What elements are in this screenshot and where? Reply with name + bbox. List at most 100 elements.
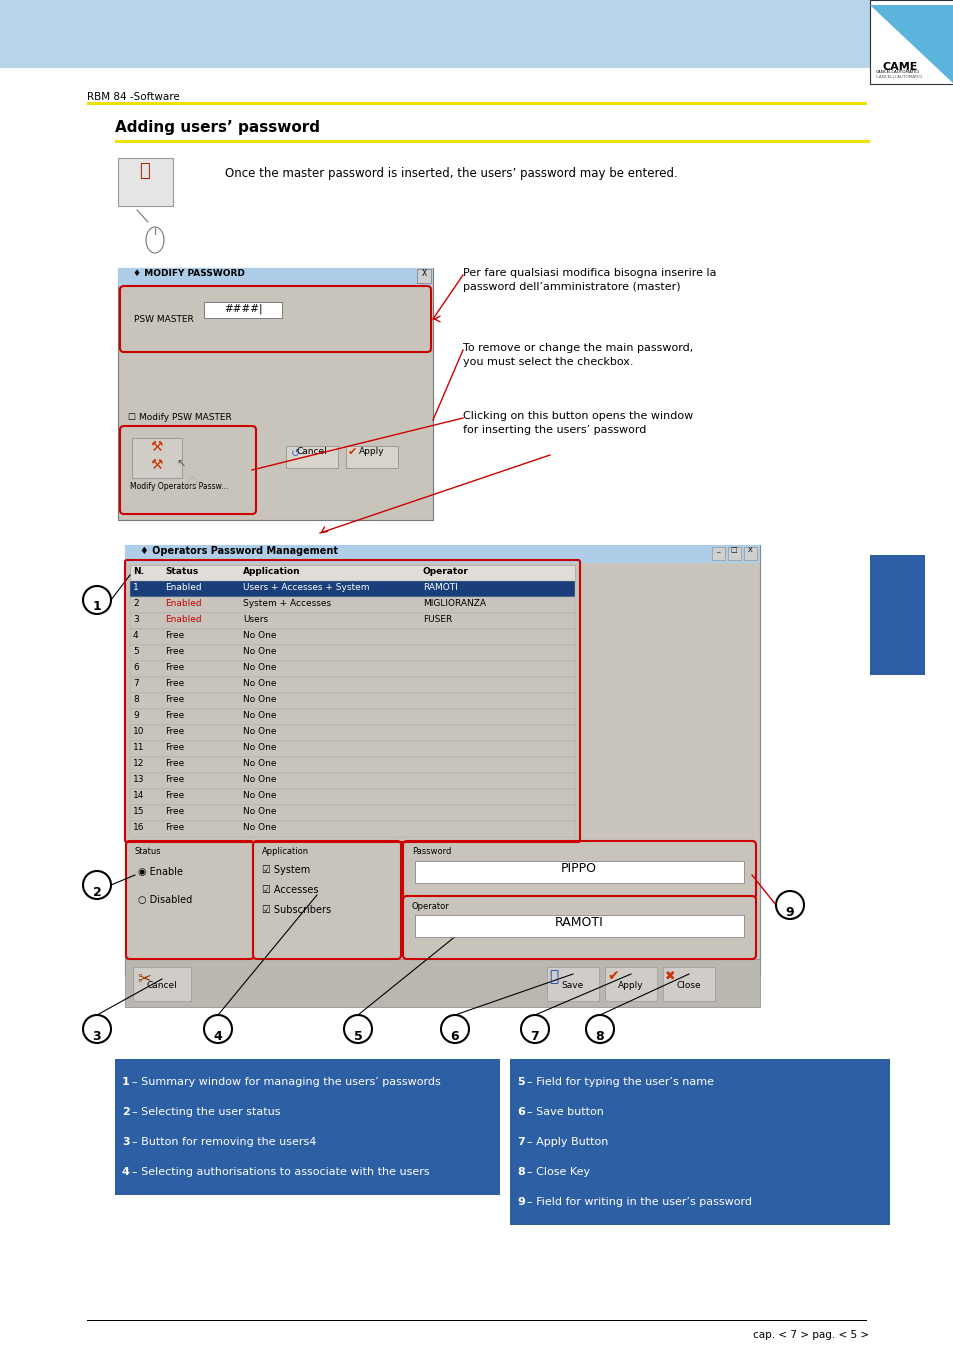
Text: Apply: Apply — [359, 447, 384, 457]
Bar — [87, 101, 866, 105]
Text: 15: 15 — [132, 807, 144, 816]
Text: Free: Free — [165, 759, 184, 767]
Text: Status: Status — [165, 567, 198, 576]
Text: ☐ Modify PSW MASTER: ☐ Modify PSW MASTER — [128, 413, 232, 422]
Text: cap. < 7 > pag. < 5 >: cap. < 7 > pag. < 5 > — [752, 1329, 868, 1340]
Text: Users: Users — [243, 615, 268, 624]
Circle shape — [83, 586, 111, 613]
FancyBboxPatch shape — [120, 286, 431, 353]
Bar — [130, 773, 575, 789]
Text: No One: No One — [243, 743, 276, 753]
Text: Free: Free — [165, 727, 184, 736]
Text: ☑ System: ☑ System — [262, 865, 310, 875]
Text: 2: 2 — [92, 885, 101, 898]
Bar — [415, 915, 743, 938]
Text: 4: 4 — [213, 1029, 222, 1043]
Bar — [118, 267, 433, 520]
Circle shape — [344, 1015, 372, 1043]
Text: 3: 3 — [132, 615, 138, 624]
Bar — [130, 581, 575, 597]
Bar — [286, 446, 337, 467]
Text: you must select the checkbox.: you must select the checkbox. — [462, 357, 633, 367]
Bar — [115, 1059, 499, 1196]
Bar — [604, 967, 657, 1001]
Text: – Save button: – Save button — [526, 1106, 603, 1117]
Text: CANCELLAUTOMATICI: CANCELLAUTOMATICI — [875, 70, 919, 74]
Bar — [415, 861, 743, 884]
Bar — [130, 757, 575, 773]
Text: No One: No One — [243, 647, 276, 657]
Text: 7: 7 — [517, 1138, 524, 1147]
Text: 5: 5 — [517, 1077, 524, 1088]
Text: 1: 1 — [122, 1077, 130, 1088]
Text: Free: Free — [165, 743, 184, 753]
Bar — [130, 565, 575, 581]
Text: 8: 8 — [132, 694, 138, 704]
Bar — [204, 303, 282, 317]
Text: CANCELLI AUTOMATICI: CANCELLI AUTOMATICI — [875, 76, 922, 78]
Bar — [130, 630, 575, 644]
Text: FUSER: FUSER — [422, 615, 452, 624]
Text: □: □ — [730, 547, 737, 553]
Bar — [130, 693, 575, 709]
Bar — [118, 267, 433, 286]
Text: Free: Free — [165, 807, 184, 816]
FancyBboxPatch shape — [402, 896, 755, 959]
Text: – Apply Button: – Apply Button — [526, 1138, 608, 1147]
Text: – Field for typing the user’s name: – Field for typing the user’s name — [526, 1077, 713, 1088]
Bar — [130, 821, 575, 838]
Text: 6: 6 — [132, 663, 138, 671]
Bar — [662, 967, 714, 1001]
Text: No One: No One — [243, 790, 276, 800]
Bar — [546, 967, 598, 1001]
Text: No One: No One — [243, 759, 276, 767]
Text: Adding users’ password: Adding users’ password — [115, 120, 319, 135]
Bar — [869, 555, 924, 676]
Text: 7: 7 — [530, 1029, 538, 1043]
Text: PIPPO: PIPPO — [560, 862, 597, 875]
Text: Application: Application — [262, 847, 309, 857]
Bar — [125, 544, 760, 563]
Bar — [0, 0, 869, 68]
Text: 🔑: 🔑 — [139, 162, 151, 180]
Text: RAMOTI: RAMOTI — [554, 916, 602, 929]
Text: No One: No One — [243, 694, 276, 704]
Text: – Selecting the user status: – Selecting the user status — [132, 1106, 280, 1117]
Text: Free: Free — [165, 790, 184, 800]
Bar — [130, 597, 575, 613]
Circle shape — [83, 871, 111, 898]
Bar — [132, 438, 182, 478]
Text: To remove or change the main password,: To remove or change the main password, — [462, 343, 693, 353]
Bar — [130, 613, 575, 630]
Text: Modify Operators Passw...: Modify Operators Passw... — [130, 482, 228, 490]
Text: Enabled: Enabled — [165, 584, 201, 592]
Text: N.: N. — [132, 567, 144, 576]
Bar — [118, 158, 172, 205]
Text: 4: 4 — [122, 1167, 130, 1177]
Text: 6: 6 — [517, 1106, 524, 1117]
Bar — [130, 709, 575, 725]
Text: 4: 4 — [132, 631, 138, 640]
Bar — [869, 0, 953, 84]
Text: Free: Free — [165, 694, 184, 704]
Text: No One: No One — [243, 663, 276, 671]
Text: 13: 13 — [132, 775, 144, 784]
Circle shape — [520, 1015, 548, 1043]
Bar — [115, 141, 869, 143]
Text: Free: Free — [165, 680, 184, 688]
Text: 2: 2 — [132, 598, 138, 608]
Text: ⚒: ⚒ — [151, 440, 163, 454]
Text: 10: 10 — [132, 727, 144, 736]
Text: RBM 84 -Software: RBM 84 -Software — [87, 92, 179, 101]
Text: for inserting the users’ password: for inserting the users’ password — [462, 426, 646, 435]
FancyBboxPatch shape — [126, 842, 253, 959]
Text: 9: 9 — [517, 1197, 524, 1206]
Bar — [727, 547, 740, 561]
Text: Clicking on this button opens the window: Clicking on this button opens the window — [462, 411, 693, 422]
Text: Enabled: Enabled — [165, 615, 201, 624]
Text: CAME: CAME — [882, 62, 918, 72]
Text: ♦ Operators Password Management: ♦ Operators Password Management — [140, 546, 337, 557]
Ellipse shape — [146, 227, 164, 253]
Text: ◉ Enable: ◉ Enable — [138, 867, 183, 877]
Bar — [130, 677, 575, 693]
